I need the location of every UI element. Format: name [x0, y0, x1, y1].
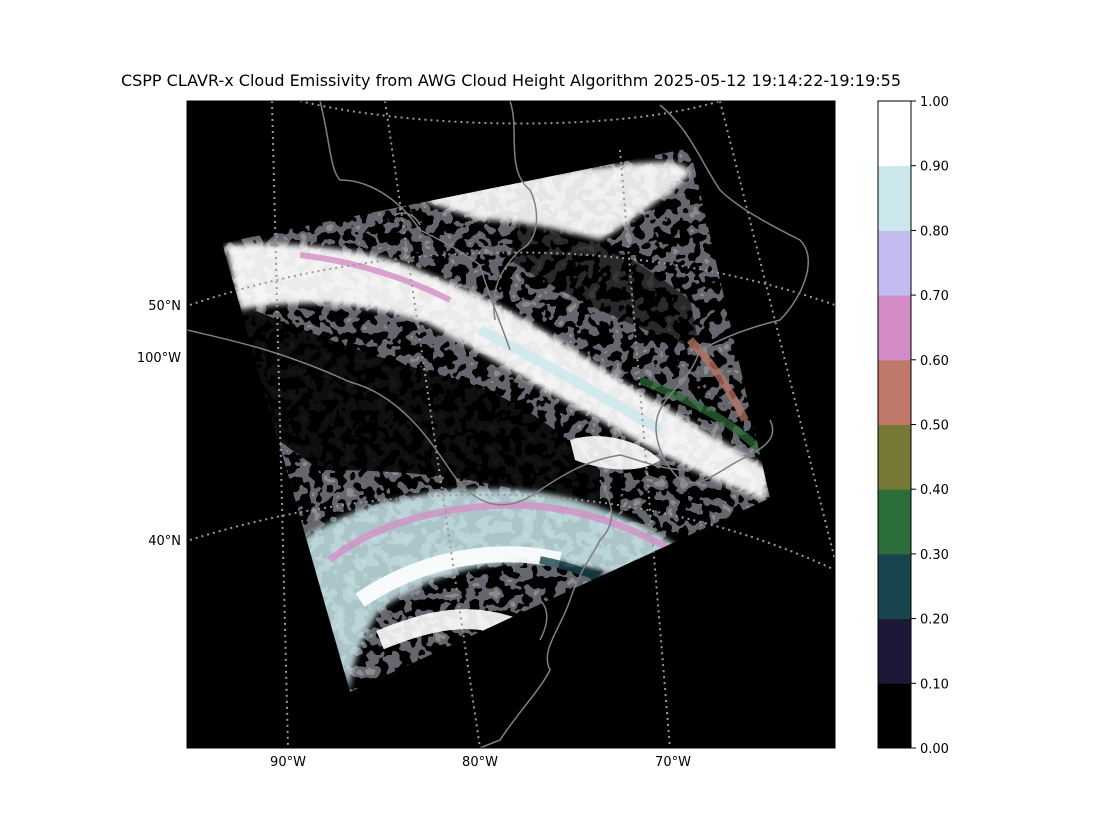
colorbar-segment	[878, 424, 911, 490]
lon-label-70w: 70°W	[655, 755, 691, 770]
colorbar-segment	[878, 230, 911, 296]
lat-label-40n: 40°N	[148, 534, 181, 549]
colorbar-segment	[878, 489, 911, 555]
colorbar-segment	[878, 101, 911, 167]
colorbar: 1.00 0.90 0.80 0.70 0.60 0.50 0.40 0.30 0.20 0.10…	[877, 95, 949, 757]
lon-label-90w: 90°W	[270, 755, 306, 770]
coastlines-borders	[187, 101, 809, 748]
colorbar-tick-label: 0.70	[920, 289, 949, 304]
map-panel	[187, 101, 835, 748]
map-labels: 50°N 100°W 40°N 90°W 80°W 70°W	[137, 299, 691, 770]
cloud-band-north	[225, 243, 770, 500]
colorbar-segment	[878, 295, 911, 361]
colorbar-ticks: 1.00 0.90 0.80 0.70 0.60 0.50 0.40 0.30 0.20 0.10…	[911, 95, 949, 757]
colorbar-segments	[878, 101, 911, 749]
map-frame	[186, 100, 836, 749]
colorbar-tick-label: 1.00	[920, 95, 949, 110]
colorbar-tick-label: 0.40	[920, 483, 949, 498]
colorbar-tick-label: 0.90	[920, 160, 949, 175]
lat-label-50n: 50°N	[148, 299, 181, 314]
colorbar-segment	[878, 683, 911, 749]
colorbar-tick-label: 0.60	[920, 354, 949, 369]
colorbar-segment	[878, 165, 911, 231]
colorbar-tick-label: 0.00	[920, 742, 949, 757]
cloud-emissivity-swath	[222, 148, 770, 692]
lon-label-100w: 100°W	[137, 351, 181, 366]
colorbar-segment	[878, 618, 911, 684]
colorbar-segment	[878, 359, 911, 425]
graticule	[189, 101, 835, 748]
colorbar-tick-label: 0.50	[920, 419, 949, 434]
colorbar-tick-label: 0.20	[920, 613, 949, 628]
colorbar-segment	[878, 553, 911, 620]
colorbar-tick-label: 0.30	[920, 548, 949, 563]
figure-title: CSPP CLAVR-x Cloud Emissivity from AWG C…	[121, 71, 901, 90]
colorbar-tick-label: 0.80	[920, 224, 949, 239]
lon-label-80w: 80°W	[462, 755, 498, 770]
colorbar-tick-label: 0.10	[920, 677, 949, 692]
